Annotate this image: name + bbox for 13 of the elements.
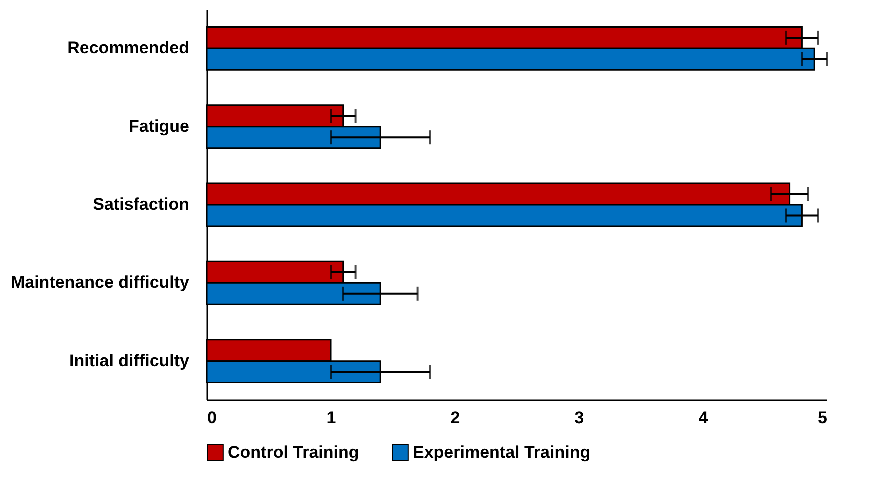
x-tick-label: 4 (698, 408, 709, 428)
legend-label: Experimental Training (413, 442, 591, 462)
y-tick-label: Recommended (68, 38, 190, 58)
y-tick-label: Initial difficulty (70, 351, 190, 370)
x-tick-label: 1 (326, 408, 336, 428)
x-tick-label: 0 (208, 408, 217, 428)
x-tick-label: 2 (450, 408, 460, 428)
legend-label: Control Training (228, 442, 360, 462)
x-tick-label: 5 (818, 408, 828, 428)
y-tick-label: Satisfaction (93, 195, 190, 214)
x-tick-label: 3 (574, 408, 584, 428)
y-tick-label: Fatigue (129, 116, 190, 136)
y-tick-label: Maintenance difficulty (10, 273, 190, 292)
